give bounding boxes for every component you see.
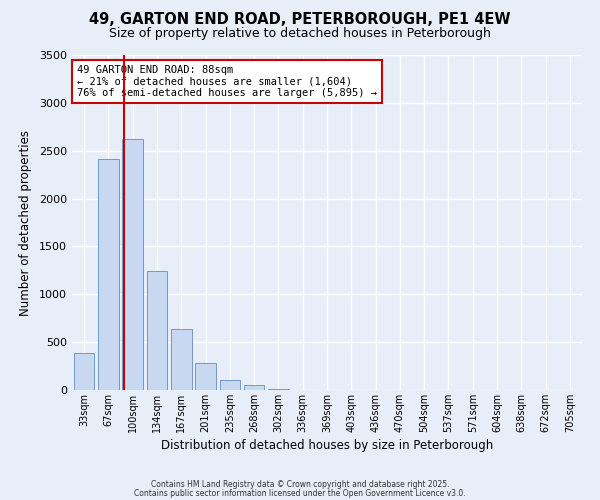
Bar (171, 328, 191, 390)
Bar (146, 272, 167, 390)
Bar (98, 160, 119, 390)
Text: Contains public sector information licensed under the Open Government Licence v3: Contains public sector information licen… (134, 488, 466, 498)
Bar (74, 352, 94, 390)
Bar (244, 384, 265, 390)
Text: 49 GARTON END ROAD: 88sqm
← 21% of detached houses are smaller (1,604)
76% of se: 49 GARTON END ROAD: 88sqm ← 21% of detac… (77, 65, 377, 98)
Bar (268, 388, 289, 390)
Bar (220, 380, 240, 390)
Text: 49, GARTON END ROAD, PETERBOROUGH, PE1 4EW: 49, GARTON END ROAD, PETERBOROUGH, PE1 4… (89, 12, 511, 28)
Bar (195, 363, 216, 390)
Y-axis label: Number of detached properties: Number of detached properties (19, 130, 32, 316)
X-axis label: Distribution of detached houses by size in Peterborough: Distribution of detached houses by size … (161, 439, 493, 452)
Text: Contains HM Land Registry data © Crown copyright and database right 2025.: Contains HM Land Registry data © Crown c… (151, 480, 449, 489)
Text: Size of property relative to detached houses in Peterborough: Size of property relative to detached ho… (109, 28, 491, 40)
Bar (122, 139, 143, 390)
